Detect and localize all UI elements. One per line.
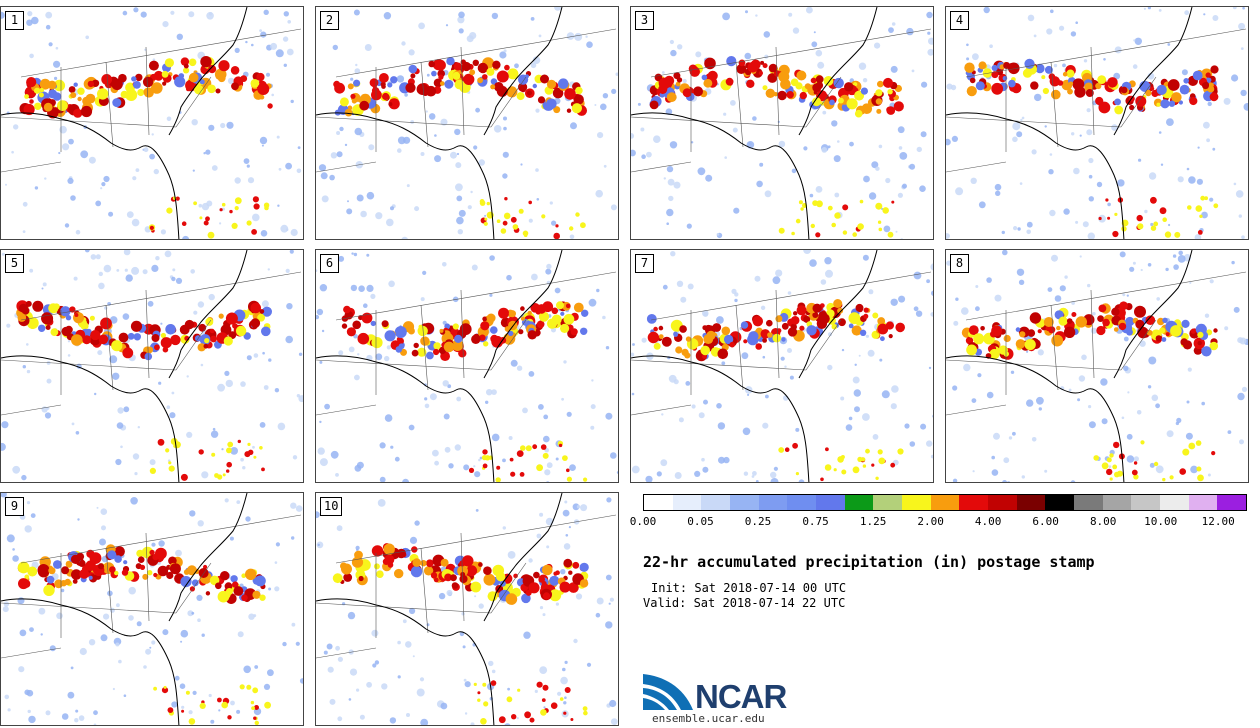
precipitation-map: [946, 7, 1248, 239]
colorbar-segment: [787, 495, 817, 510]
member-number: 6: [320, 254, 339, 273]
member-number: 4: [950, 11, 969, 30]
ensemble-member-panel[interactable]: 3: [630, 6, 934, 240]
ensemble-member-panel[interactable]: 9: [0, 492, 304, 726]
ensemble-member-panel[interactable]: 2: [315, 6, 619, 240]
member-number: 2: [320, 11, 339, 30]
logo-wordmark: NCAR: [695, 678, 787, 715]
colorbar-segment: [902, 495, 931, 510]
colorbar-segment: [758, 495, 788, 510]
colorbar-segment: [1016, 495, 1046, 510]
ensemble-member-panel[interactable]: 10: [315, 492, 619, 726]
precipitation-map: [946, 250, 1248, 482]
precipitation-map: [316, 493, 618, 725]
precipitation-map: [631, 250, 933, 482]
colorbar-tick: 2.00: [917, 515, 944, 528]
colorbar-segment: [1160, 495, 1189, 510]
colorbar-segment: [1102, 495, 1132, 510]
precipitation-map: [1, 250, 303, 482]
colorbar-tick: 12.00: [1201, 515, 1235, 528]
colorbar-tick: 0.75: [802, 515, 829, 528]
colorbar-segment: [930, 495, 960, 510]
colorbar-tick: 0.05: [687, 515, 714, 528]
colorbar-segment: [873, 495, 903, 510]
member-number: 5: [5, 254, 24, 273]
colorbar-tick: 4.00: [974, 515, 1002, 528]
member-number: 9: [5, 497, 24, 516]
colorbar-segment: [816, 495, 845, 510]
precipitation-map: [1, 7, 303, 239]
member-number: 1: [5, 11, 24, 30]
colorbar-tick: 0.00: [629, 515, 657, 528]
member-number: 7: [635, 254, 654, 273]
precipitation-map: [631, 7, 933, 239]
colorbar-segment: [701, 495, 731, 510]
ensemble-member-panel[interactable]: 7: [630, 249, 934, 483]
colorbar-segment: [959, 495, 989, 510]
member-number: 10: [320, 497, 343, 516]
member-number: 8: [950, 254, 969, 273]
ensemble-member-panel[interactable]: 8: [945, 249, 1249, 483]
valid-time: Valid: Sat 2018-07-14 22 UTC: [643, 596, 846, 610]
colorbar-segment: [1045, 495, 1075, 510]
colorbar-tick: 1.25: [859, 515, 887, 528]
ncar-logo-icon: [643, 674, 693, 710]
chart-title: 22-hr accumulated precipitation (in) pos…: [643, 553, 1095, 571]
colorbar-tick: 0.25: [744, 515, 772, 528]
precipitation-map: [316, 7, 618, 239]
precipitation-map: [1, 493, 303, 725]
colorbar-segment: [730, 495, 759, 510]
member-number: 3: [635, 11, 654, 30]
colorbar-segment: [844, 495, 874, 510]
site-url: ensemble.ucar.edu: [652, 712, 765, 725]
ensemble-member-panel[interactable]: 4: [945, 6, 1249, 240]
colorbar-segment: [644, 495, 673, 510]
colorbar-segment: [1131, 495, 1161, 510]
colorbar-tick: 8.00: [1089, 515, 1117, 528]
precipitation-map: [316, 250, 618, 482]
colorbar-tick: 6.00: [1032, 515, 1059, 528]
init-time: Init: Sat 2018-07-14 00 UTC: [651, 581, 847, 595]
precipitation-colorbar: [643, 494, 1247, 511]
colorbar-segment: [1188, 495, 1218, 510]
ensemble-member-panel[interactable]: 5: [0, 249, 304, 483]
ensemble-member-panel[interactable]: 6: [315, 249, 619, 483]
colorbar-segment: [1074, 495, 1103, 510]
colorbar-segment: [672, 495, 702, 510]
ensemble-member-panel[interactable]: 1: [0, 6, 304, 240]
colorbar-tick: 10.00: [1144, 515, 1178, 528]
colorbar-segment: [1217, 495, 1247, 510]
colorbar-segment: [988, 495, 1017, 510]
